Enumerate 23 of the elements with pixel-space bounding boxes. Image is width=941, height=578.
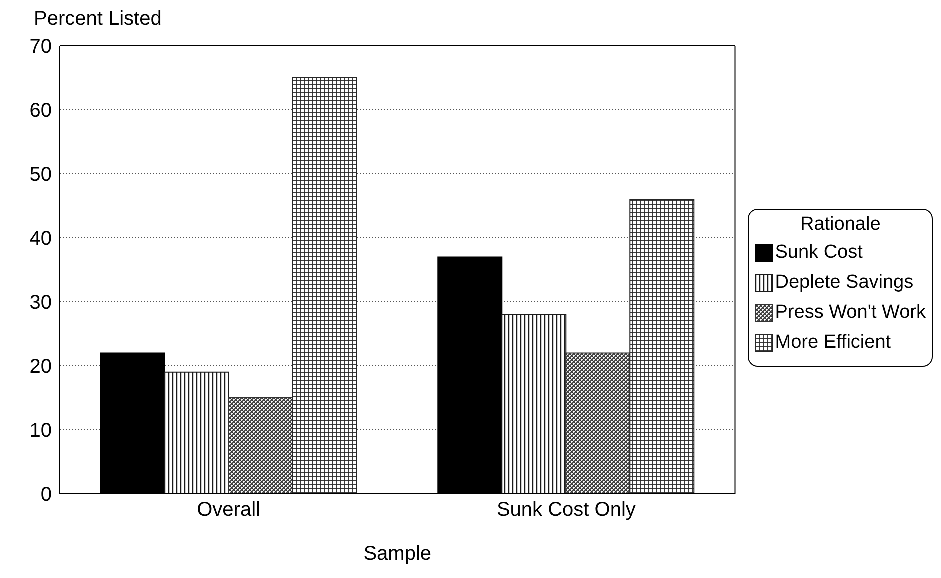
bar xyxy=(566,352,631,494)
legend-title: Rationale xyxy=(799,214,882,236)
bar xyxy=(228,398,294,494)
y-tick-label: 60 xyxy=(30,100,52,122)
y-axis-title: Percent Listed xyxy=(34,8,162,31)
bar xyxy=(164,372,230,494)
x-tick-label: Overall xyxy=(197,499,260,522)
y-tick-label: 30 xyxy=(30,292,52,314)
y-tick-label: 50 xyxy=(30,164,52,186)
y-tick-label: 0 xyxy=(40,484,52,506)
x-tick-label: Sunk Cost Only xyxy=(496,499,636,522)
y-tick-label: 10 xyxy=(30,420,52,442)
bar xyxy=(502,314,567,494)
legend-label: More Efficient xyxy=(775,332,892,354)
legend-label: Press Won't Work xyxy=(775,302,926,324)
legend-label: Deplete Savings xyxy=(775,272,914,294)
x-axis-title: Sample xyxy=(364,543,432,565)
legend-label: Sunk Cost xyxy=(775,242,863,264)
bar xyxy=(630,199,695,494)
y-tick-label: 20 xyxy=(30,356,52,378)
y-tick-label: 70 xyxy=(30,36,52,58)
y-tick-label: 40 xyxy=(30,228,52,250)
bar xyxy=(292,78,358,494)
